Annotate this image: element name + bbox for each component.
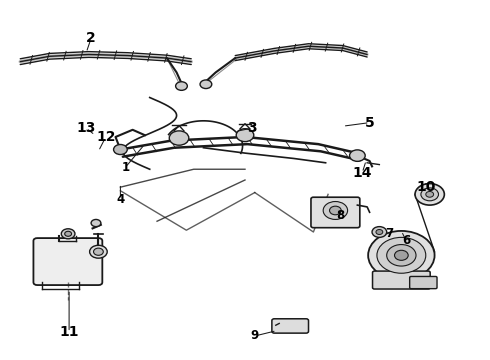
Text: 2: 2	[86, 31, 96, 45]
Circle shape	[387, 244, 416, 266]
FancyBboxPatch shape	[372, 271, 430, 289]
Circle shape	[330, 206, 341, 215]
FancyBboxPatch shape	[410, 276, 437, 289]
Text: 8: 8	[336, 210, 344, 222]
Circle shape	[65, 231, 72, 236]
Text: 13: 13	[76, 121, 96, 135]
Circle shape	[372, 226, 387, 237]
Text: 10: 10	[416, 180, 436, 194]
Text: 6: 6	[402, 234, 410, 247]
Circle shape	[323, 202, 347, 220]
Text: 5: 5	[365, 116, 374, 130]
Circle shape	[421, 188, 439, 201]
Circle shape	[394, 250, 408, 260]
Text: 14: 14	[352, 166, 372, 180]
Circle shape	[368, 231, 435, 280]
Text: 7: 7	[385, 227, 393, 240]
Circle shape	[200, 80, 212, 89]
Text: 4: 4	[116, 193, 124, 206]
Circle shape	[426, 192, 434, 197]
Text: 1: 1	[121, 161, 129, 174]
Circle shape	[236, 129, 254, 141]
Circle shape	[90, 245, 107, 258]
FancyBboxPatch shape	[311, 197, 360, 228]
Circle shape	[169, 131, 189, 145]
Circle shape	[91, 220, 101, 226]
FancyBboxPatch shape	[33, 238, 102, 285]
Circle shape	[349, 150, 365, 161]
Circle shape	[376, 229, 383, 234]
Text: 9: 9	[251, 329, 259, 342]
Circle shape	[175, 82, 187, 90]
Text: 3: 3	[247, 121, 257, 135]
Circle shape	[377, 237, 426, 273]
FancyBboxPatch shape	[272, 319, 309, 333]
Text: 12: 12	[96, 130, 116, 144]
Circle shape	[415, 184, 444, 205]
Circle shape	[94, 248, 103, 255]
Circle shape	[61, 229, 75, 239]
Text: 11: 11	[59, 325, 79, 339]
Circle shape	[114, 144, 127, 154]
